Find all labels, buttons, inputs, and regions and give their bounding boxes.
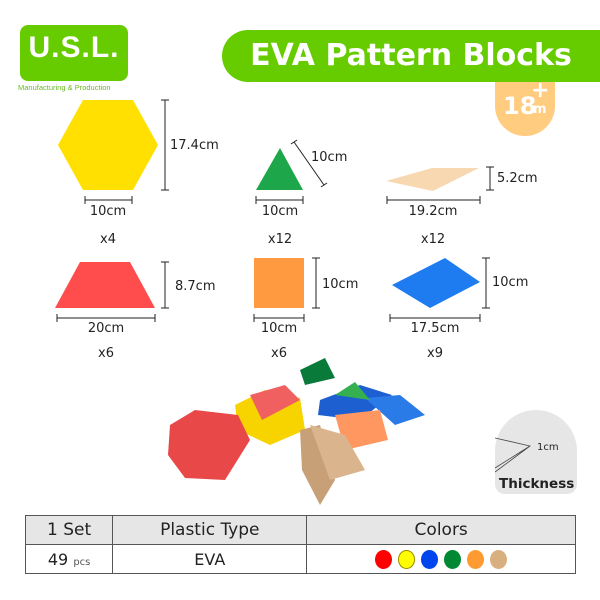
trapezoid-count: x6 [98,346,114,361]
quantity-unit: pcs [73,556,91,568]
thickness-value: 1cm [537,442,559,453]
color-swatch-orange [467,550,485,569]
product-photo [168,358,425,505]
square-block [254,258,304,308]
thin-rhombus-count: x12 [420,232,446,247]
thickness-badge: 1cm Thickness [495,410,577,494]
age-plus: + [531,78,550,103]
thin-rhombus-height: 5.2cm [497,171,538,186]
rhombus-height: 10cm [492,275,529,290]
quantity-cell: 49 pcs [24,544,114,574]
dimension-line [386,196,481,204]
triangle-block [256,148,303,190]
square-count: x6 [271,346,287,361]
triangle-side: 10cm [311,150,348,165]
color-swatch-green [444,550,462,569]
dimension-line [255,196,304,204]
title-banner: EVA Pattern Blocks [222,30,600,82]
dimension-line [389,314,481,322]
quantity: 49 [47,549,69,569]
dimension-line [482,257,490,309]
dimension-line [253,314,305,322]
dimension-line [312,257,320,309]
trapezoid-width: 20cm [87,321,125,336]
age-number: 18 [503,92,537,120]
hexagon-width: 10cm [89,204,127,219]
logo-text: U.S.L. [28,31,120,64]
thickness-icon [495,437,532,473]
dimension-line [161,99,169,191]
age-unit: m [533,102,547,117]
table-row: 49 pcs EVA [24,544,576,574]
page-title: EVA Pattern Blocks [250,38,572,73]
dimension-line [84,196,133,204]
dimension-line [486,166,494,191]
square-height: 10cm [322,277,359,292]
header-set: 1 Set [24,515,114,545]
spec-table: 1 Set Plastic Type Colors 49 pcs EVA [24,515,576,574]
rhombus-block [392,258,480,308]
hexagon-height: 17.4cm [170,138,219,153]
header-colors: Colors [306,515,576,545]
thickness-label: Thickness [499,476,575,492]
thin-rhombus-width: 19.2cm [408,204,458,219]
triangle-width: 10cm [261,204,299,219]
triangle-count: x12 [267,232,293,247]
thin-rhombus-block [386,168,479,191]
rhombus-count: x9 [427,346,443,361]
dimension-line [161,261,169,309]
colors-cell [306,544,576,574]
brand-logo: U.S.L. [20,25,128,81]
dimension-line [290,139,328,188]
trapezoid-block [55,262,155,308]
rhombus-width: 17.5cm [410,321,460,336]
hexagon-count: x4 [100,232,116,247]
square-width: 10cm [260,321,298,336]
hexagon-block [58,100,158,190]
age-badge: 18 + m [495,78,555,136]
color-swatch-red [375,550,393,569]
brand-tagline: Manufacturing & Production [18,83,111,92]
color-swatch-blue [421,550,439,569]
table-header-row: 1 Set Plastic Type Colors [24,515,576,545]
color-swatch-tan [490,550,508,569]
trapezoid-height: 8.7cm [175,279,216,294]
plastic-cell: EVA [112,544,308,574]
color-swatch-yellow [398,550,416,569]
header-plastic: Plastic Type [112,515,308,545]
dimension-line [56,314,156,322]
